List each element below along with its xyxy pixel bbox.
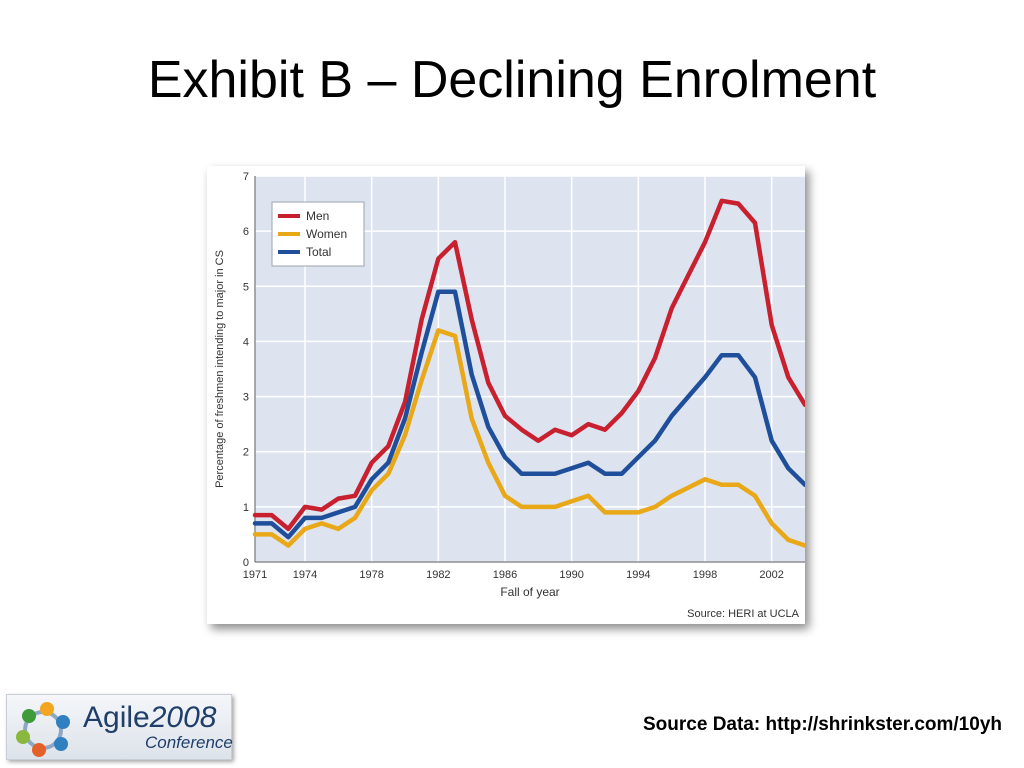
x-axis-title: Fall of year	[500, 585, 559, 599]
y-tick-label: 4	[243, 336, 249, 348]
series-line-women	[252, 328, 805, 548]
x-tick-label: 1998	[693, 569, 717, 581]
y-tick-label: 3	[243, 392, 249, 404]
chart-card: 0 1 2 3 4 5 6 7 1971 1974 1978 1982 1986 1990 1994 1998…	[207, 166, 805, 624]
slide-title: Exhibit B – Declining Enrolment	[147, 51, 877, 109]
x-tick-label: 1978	[359, 569, 383, 581]
legend-label-men: Men	[306, 209, 329, 223]
series-line-men	[252, 198, 805, 532]
agile2008-logo: Agile2008 Conference	[6, 694, 233, 760]
y-tick-label: 0	[243, 557, 249, 569]
y-tick-label: 1	[243, 502, 249, 514]
x-tick-label: 1990	[559, 569, 583, 581]
y-tick-label: 2	[243, 447, 249, 459]
y-tick-label: 7	[243, 171, 249, 183]
logo-year: 2008	[149, 701, 217, 734]
logo-ring-icon	[16, 702, 70, 757]
enrolment-line-chart: 0 1 2 3 4 5 6 7 1971 1974 1978 1982 1986 1990 1994 1998…	[214, 171, 805, 620]
x-tick-label: 1971	[243, 569, 267, 581]
source-data-footer: Source Data: http://shrinkster.com/10yh	[643, 714, 1002, 735]
y-tick-label: 5	[243, 281, 249, 293]
legend-label-women: Women	[306, 227, 347, 241]
logo-wordmark: Agile2008	[83, 701, 216, 735]
series-line-total	[252, 289, 805, 540]
x-tick-label: 1982	[426, 569, 450, 581]
y-tick-label: 6	[243, 226, 249, 238]
legend-label-total: Total	[306, 245, 331, 259]
x-tick-label: 1994	[626, 569, 650, 581]
logo-name: Agile	[83, 701, 150, 734]
y-axis-title: Percentage of freshmen intending to majo…	[214, 250, 226, 488]
x-tick-label: 1986	[493, 569, 517, 581]
x-tick-label: 1974	[293, 569, 317, 581]
chart-source-note: Source: HERI at UCLA	[687, 608, 800, 620]
logo-subtitle: Conference	[145, 733, 233, 752]
x-tick-label: 2002	[759, 569, 783, 581]
